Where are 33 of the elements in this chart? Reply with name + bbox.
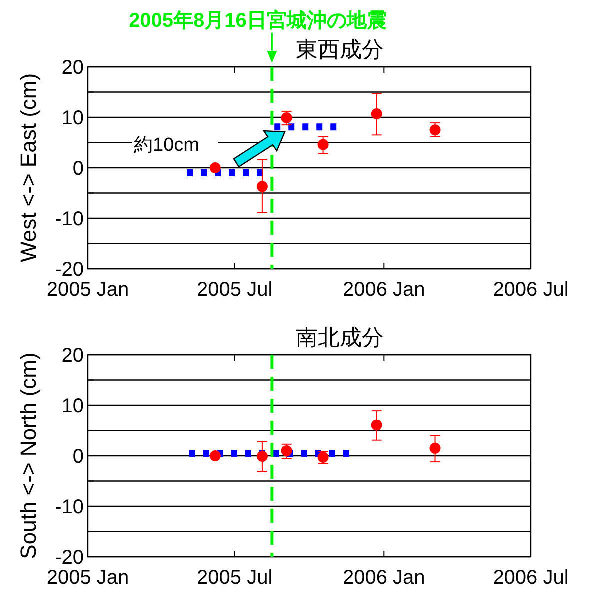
y-tick-label: 0: [72, 158, 84, 180]
point: [371, 108, 382, 120]
x-tick-label: 2006 Jan: [342, 567, 426, 589]
point: [430, 442, 441, 454]
y-tick-label: 0: [72, 446, 84, 468]
y-tick-label: -10: [55, 496, 84, 518]
x-tick-label: 2005 Jul: [197, 279, 273, 301]
chart-title: 東西成分: [296, 37, 384, 62]
y-tick-label: 10: [62, 396, 84, 418]
point: [256, 181, 268, 192]
y-axis-title: West <-> East (cm): [16, 73, 41, 263]
point: [281, 445, 292, 456]
y-tick-label: 20: [62, 345, 84, 367]
y-tick-label: -20: [55, 259, 84, 281]
x-tick-label: 2006 Jan: [342, 279, 426, 301]
x-tick-label: 2005 Jan: [46, 279, 130, 301]
x-tick-label: 2005 Jan: [46, 567, 130, 589]
y-tick-label: 20: [62, 57, 84, 79]
x-tick-label: 2006 Jul: [493, 279, 569, 301]
y-tick-label: 10: [62, 108, 84, 130]
annotation: 約10cm: [134, 135, 200, 156]
point: [318, 139, 329, 150]
x-tick-label: 2006 Jul: [493, 567, 569, 589]
point: [210, 450, 221, 462]
ref-line-label: 2005年8月16日宮城沖の地震: [129, 9, 387, 32]
chart-title: 南北成分: [296, 325, 384, 350]
y-tick-label: -20: [55, 547, 84, 569]
x-tick-label: 2005 Jul: [197, 567, 273, 589]
y-tick-label: -10: [55, 208, 84, 230]
point: [210, 162, 221, 174]
y-axis-title: South <-> North (cm): [16, 352, 41, 560]
point: [256, 451, 268, 462]
point: [371, 420, 382, 431]
